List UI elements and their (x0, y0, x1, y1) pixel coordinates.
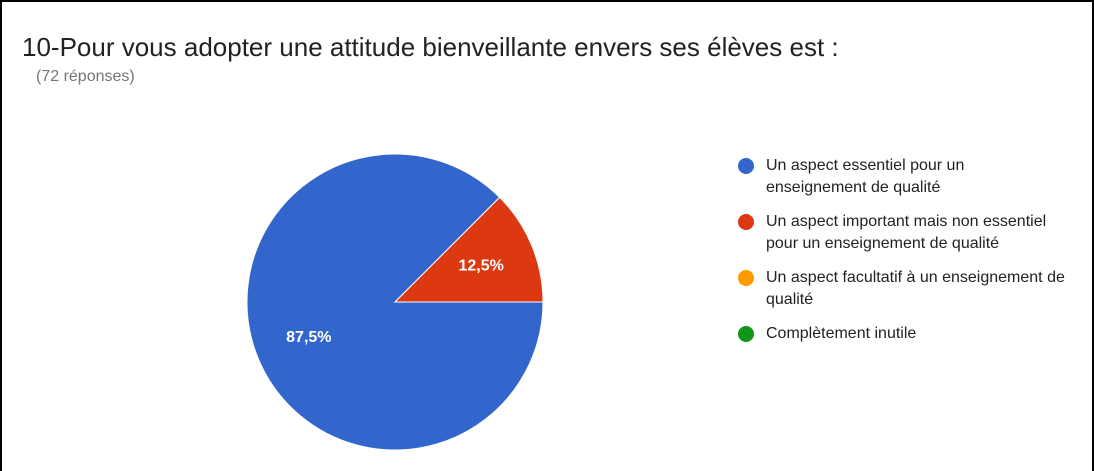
chart-title: 10-Pour vous adopter une attitude bienve… (22, 32, 839, 62)
legend-label: Un aspect important mais non essentiel p… (766, 213, 1047, 252)
legend-item: Un aspect important mais non essentiel p… (738, 211, 1068, 255)
legend-swatch (738, 326, 754, 342)
pie-slice (393, 196, 544, 303)
chart-subtitle: (72 réponses) (36, 68, 135, 85)
slice-label: 12,5% (458, 258, 503, 275)
legend-label: Un aspect essentiel pour un enseignement… (766, 157, 965, 196)
legend-label: Complètement inutile (766, 325, 917, 342)
legend-item: Un aspect facultatif à un enseignement d… (738, 267, 1068, 311)
legend-swatch (738, 158, 754, 174)
legend: Un aspect essentiel pour un enseignement… (738, 155, 1068, 357)
legend-swatch (738, 214, 754, 230)
legend-item: Un aspect essentiel pour un enseignement… (738, 155, 1068, 199)
slice-label: 87,5% (286, 329, 331, 346)
legend-swatch (738, 270, 754, 286)
legend-item: Complètement inutile (738, 323, 1068, 345)
legend-label: Un aspect facultatif à un enseignement d… (766, 269, 1065, 308)
